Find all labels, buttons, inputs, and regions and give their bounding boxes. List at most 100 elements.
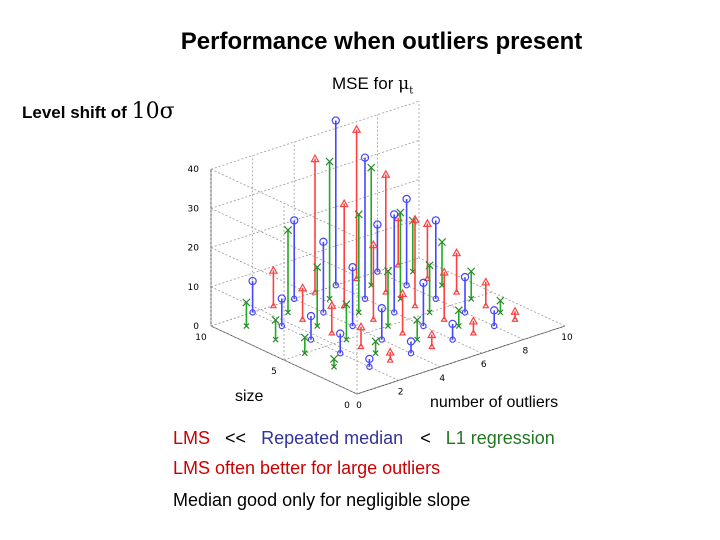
green-base-marker	[330, 363, 338, 370]
red-base-marker	[298, 315, 307, 322]
green-marker	[496, 296, 505, 305]
page-title: Performance when outliers present	[180, 28, 583, 55]
green-base-marker	[243, 322, 250, 330]
floor-grid-line	[252, 312, 399, 381]
x-marker-stroke	[301, 350, 308, 357]
green-base-marker	[468, 295, 475, 302]
red-marker	[356, 321, 366, 331]
green-base-marker	[372, 350, 379, 357]
blue-base-marker	[337, 350, 344, 357]
blue-base-marker	[349, 322, 356, 330]
red-base-marker	[386, 356, 394, 363]
chart-stems	[242, 116, 520, 370]
green-marker	[300, 333, 309, 342]
red-marker	[339, 198, 349, 208]
x-marker-stroke	[454, 306, 463, 315]
much-less-than: <<	[225, 428, 247, 448]
red-marker	[268, 265, 279, 274]
red-marker	[381, 169, 391, 178]
green-base-marker	[384, 322, 392, 330]
lms-text: LMS	[173, 428, 211, 448]
red-marker	[385, 347, 395, 356]
green-marker	[313, 263, 322, 272]
red-base-marker	[469, 328, 478, 336]
green-marker	[354, 210, 363, 219]
green-marker	[425, 261, 434, 270]
x-marker-stroke	[325, 157, 334, 166]
x-marker-stroke	[367, 163, 376, 172]
x-marker-stroke	[330, 363, 338, 370]
blue-marker	[406, 337, 416, 346]
green-marker	[271, 315, 280, 325]
wall-grid-line	[210, 286, 358, 356]
blue-marker	[290, 216, 299, 225]
red-base-marker	[411, 301, 419, 309]
x-marker-stroke	[371, 337, 380, 346]
level-shift-value: 10σ	[131, 99, 175, 124]
x-tick-label: 6	[481, 360, 487, 370]
green-base-marker	[326, 295, 333, 302]
x-marker-stroke	[342, 300, 351, 309]
x-marker-stroke	[467, 267, 476, 276]
green-base-marker	[355, 309, 362, 316]
green-marker	[329, 354, 339, 363]
blue-base-marker	[320, 309, 327, 316]
blue-marker	[431, 216, 440, 225]
x-axis-label: number of outliers	[430, 394, 559, 411]
red-marker	[481, 277, 491, 286]
blue-marker	[402, 194, 411, 204]
x-marker-stroke	[384, 322, 392, 330]
x-marker-stroke	[355, 309, 362, 316]
green-marker	[371, 337, 380, 346]
level-shift-label: Level shift of 10σ	[22, 99, 175, 124]
blue-base-marker	[374, 268, 381, 275]
green-marker	[437, 238, 447, 247]
x-marker-stroke	[314, 322, 321, 330]
red-base-marker	[428, 342, 436, 350]
x-marker-stroke	[326, 295, 333, 302]
y-tick-label: 5	[271, 367, 277, 377]
x-marker-stroke	[468, 295, 475, 302]
green-marker	[383, 267, 393, 276]
x-marker-stroke	[413, 315, 422, 325]
green-base-marker	[314, 322, 321, 330]
red-marker	[510, 306, 520, 315]
red-base-marker	[328, 328, 336, 336]
z-tick-label: 20	[188, 244, 200, 254]
red-base-marker	[440, 315, 448, 322]
x-tick-label: 4	[439, 374, 445, 384]
red-base-marker	[357, 342, 365, 350]
blue-base-marker	[391, 309, 398, 316]
blue-base-marker	[403, 282, 410, 289]
x-marker-stroke	[300, 333, 309, 342]
blue-base-marker	[420, 322, 427, 330]
green-base-marker	[272, 336, 279, 343]
green-base-marker	[497, 309, 504, 316]
x-marker-stroke	[426, 309, 433, 316]
x-marker-stroke	[425, 261, 434, 270]
floor-grid-line	[294, 298, 441, 368]
red-base-marker	[311, 288, 319, 295]
green-marker	[325, 157, 334, 166]
subtitle-prefix: MSE for	[332, 74, 394, 93]
blue-marker	[348, 263, 357, 272]
floor-grid-line	[335, 284, 482, 354]
chart-grid	[210, 100, 566, 395]
green-marker	[367, 163, 376, 172]
green-base-marker	[426, 309, 433, 316]
x-tick-label: 2	[398, 387, 404, 397]
green-marker	[413, 315, 422, 325]
x-marker-stroke	[383, 267, 393, 276]
x-marker-stroke	[272, 336, 279, 343]
x-marker-stroke	[343, 336, 350, 343]
chart-subtitle: MSE for μt	[332, 74, 413, 96]
blue-base-marker	[461, 309, 469, 316]
blue-base-marker	[361, 295, 369, 302]
red-marker	[410, 214, 420, 223]
blue-base-marker	[332, 282, 339, 289]
x-marker-stroke	[313, 263, 322, 272]
green-marker	[342, 300, 351, 309]
less-than: <	[420, 428, 431, 448]
